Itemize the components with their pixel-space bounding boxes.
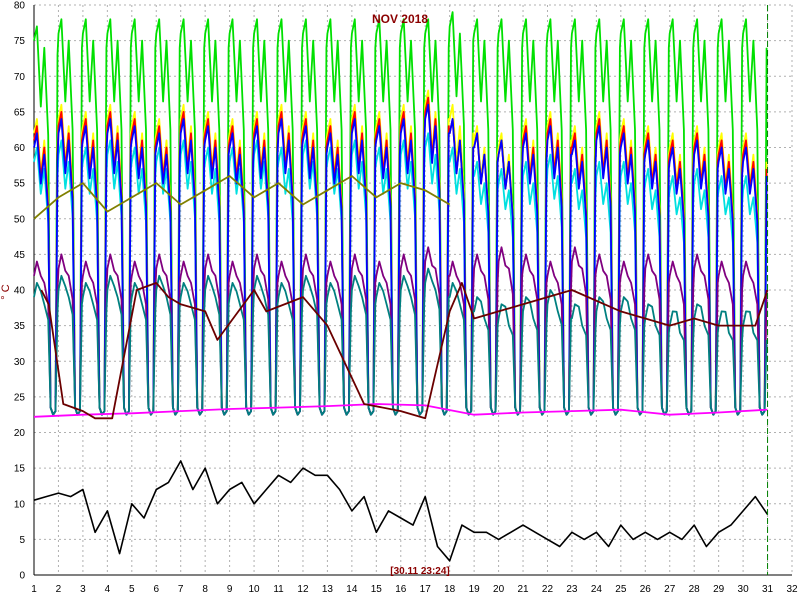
x-tick-label: 3 [80, 584, 86, 595]
series-line-1 [33, 11, 768, 416]
x-tick-label: 12 [297, 584, 309, 595]
x-tick-label: 5 [129, 584, 135, 595]
series-line-9 [33, 403, 768, 418]
x-tick-label: 19 [469, 584, 481, 595]
x-tick-label: 11 [273, 584, 284, 595]
x-tick-label: 20 [493, 584, 505, 595]
x-tick-label: 2 [56, 584, 62, 595]
y-tick-label: 75 [14, 36, 26, 47]
series-line-5 [33, 103, 768, 416]
x-tick-label: 17 [420, 584, 432, 595]
y-tick-label: 70 [14, 72, 26, 83]
x-tick-label: 8 [202, 584, 208, 595]
cursor-timestamp: [30.11 23:24] [390, 566, 450, 577]
x-tick-label: 16 [395, 584, 407, 595]
y-tick-label: 80 [14, 1, 26, 12]
y-tick-label: 40 [14, 286, 26, 297]
x-tick-label: 32 [786, 584, 798, 595]
x-tick-label: 4 [105, 584, 111, 595]
x-tick-label: 13 [322, 584, 334, 595]
x-tick-label: 27 [664, 584, 676, 595]
y-tick-label: 65 [14, 107, 26, 118]
y-tick-label: 60 [14, 143, 26, 154]
x-tick-label: 1 [31, 584, 37, 595]
series-line-8 [33, 267, 768, 416]
x-tick-label: 30 [738, 584, 750, 595]
y-ticks: 0 5 10 15 20 25 30 35 40 45 50 55 60 65 70 75 80 [14, 1, 26, 582]
x-tick-label: 10 [249, 584, 261, 595]
y-tick-label: 30 [14, 357, 26, 368]
x-tick-label: 21 [517, 584, 529, 595]
grid [33, 4, 793, 576]
x-tick-label: 31 [762, 584, 774, 595]
y-tick-label: 10 [14, 499, 26, 510]
x-tick-label: 22 [542, 584, 554, 595]
series-layer [33, 11, 769, 562]
x-tick-label: 9 [227, 584, 233, 595]
y-tick-label: 25 [14, 392, 26, 403]
x-tick-label: 15 [371, 584, 383, 595]
y-tick-label: 50 [14, 214, 26, 225]
y-tick-label: 5 [19, 535, 25, 546]
series-line-6 [33, 175, 451, 220]
series-line-7 [33, 246, 768, 416]
y-tick-label: 55 [14, 179, 26, 190]
x-tick-label: 26 [640, 584, 652, 595]
series-line-10 [40, 282, 769, 420]
x-ticks: 1 2 3 4 5 6 7 8 9 10 11 12 13 14 15 16 17 18 19 20 21 22 23 24 2… [31, 584, 798, 595]
x-tick-label: 7 [178, 584, 184, 595]
y-tick-label: 20 [14, 428, 26, 439]
x-tick-label: 6 [153, 584, 159, 595]
x-tick-label: 25 [615, 584, 627, 595]
y-tick-label: 15 [14, 464, 26, 475]
x-tick-label: 18 [444, 584, 456, 595]
series-line-11 [33, 460, 769, 562]
y-tick-label: 0 [19, 571, 25, 582]
x-tick-label: 28 [689, 584, 701, 595]
x-tick-label: 14 [346, 584, 358, 595]
y-axis-label: ° C [0, 284, 12, 299]
x-tick-label: 24 [591, 584, 603, 595]
chart-title: NOV 2018 [372, 12, 428, 26]
x-tick-label: 29 [713, 584, 725, 595]
x-tick-label: 23 [566, 584, 578, 595]
y-tick-label: 35 [14, 321, 26, 332]
y-tick-label: 45 [14, 250, 26, 261]
